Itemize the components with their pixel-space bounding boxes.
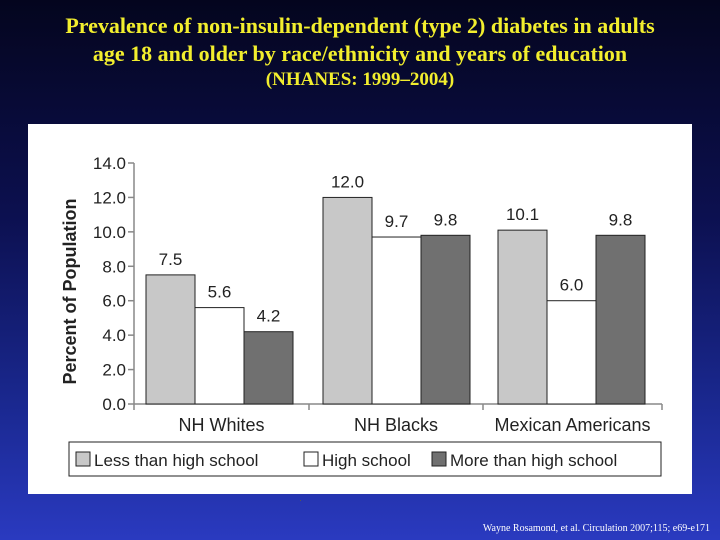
bar-value-label: 9.7 (385, 212, 409, 231)
y-tick-label: 8.0 (102, 257, 126, 276)
bar-2-2 (371, 236, 422, 405)
y-tick-label: 4.0 (102, 326, 126, 345)
bar-value-label: 9.8 (609, 210, 633, 229)
slide-subtitle: (NHANES: 1999–2004) (265, 69, 455, 90)
stray-dot (300, 500, 301, 501)
y-tick-label: 14.0 (93, 154, 126, 173)
bar-value-label: 6.0 (560, 276, 584, 295)
legend-box (68, 441, 662, 477)
legend-swatch-3 (431, 451, 447, 467)
legend-swatch-1 (75, 451, 91, 467)
bar-1-2 (322, 196, 373, 405)
bar-3-2 (420, 234, 471, 405)
y-tick-label: 10.0 (93, 223, 126, 242)
x-category-label: NH Blacks (354, 415, 438, 435)
y-tick-label: 2.0 (102, 361, 126, 380)
bar-value-label: 7.5 (159, 250, 183, 269)
chart-panel: 0.0 2.0 4.0 6.0 8.0 10.0 12.0 14.0 Percent of Po… (28, 124, 692, 494)
source-citation: Wayne Rosamond, et al. Circulation 2007;… (482, 523, 710, 534)
legend-label-2: High school (322, 451, 411, 470)
y-tick-label: 6.0 (102, 292, 126, 311)
bar-value-label: 12.0 (331, 172, 364, 191)
slide-title-line-1: Prevalence of non-insulin-dependent (typ… (65, 13, 655, 38)
x-category-label: NH Whites (178, 415, 264, 435)
legend-swatch-2 (303, 451, 319, 467)
bar-value-label: 10.1 (506, 205, 539, 224)
y-axis-label: Percent of Population (60, 198, 80, 384)
bar-1-3 (497, 229, 548, 405)
y-tick-label: 12.0 (93, 188, 126, 207)
x-category-label: Mexican Americans (494, 415, 650, 435)
legend-label-3: More than high school (450, 451, 617, 470)
bar-2-3 (546, 300, 597, 405)
bar-1-1 (145, 274, 196, 405)
bar-value-label: 5.6 (208, 283, 232, 302)
y-tick-label: 0.0 (102, 395, 126, 414)
bar-value-label: 4.2 (257, 307, 281, 326)
bar-2-1 (194, 307, 245, 405)
bar-value-label: 9.8 (434, 210, 458, 229)
bar-chart: 0.0 2.0 4.0 6.0 8.0 10.0 12.0 14.0 Percent of Po… (60, 154, 663, 477)
legend-label-1: Less than high school (94, 451, 258, 470)
slide-title-block: Prevalence of non-insulin-dependent (typ… (0, 12, 720, 92)
bar-3-1 (243, 331, 294, 405)
slide-title-line-2: age 18 and older by race/ethnicity and y… (92, 41, 628, 66)
bar-3-3 (595, 234, 646, 405)
